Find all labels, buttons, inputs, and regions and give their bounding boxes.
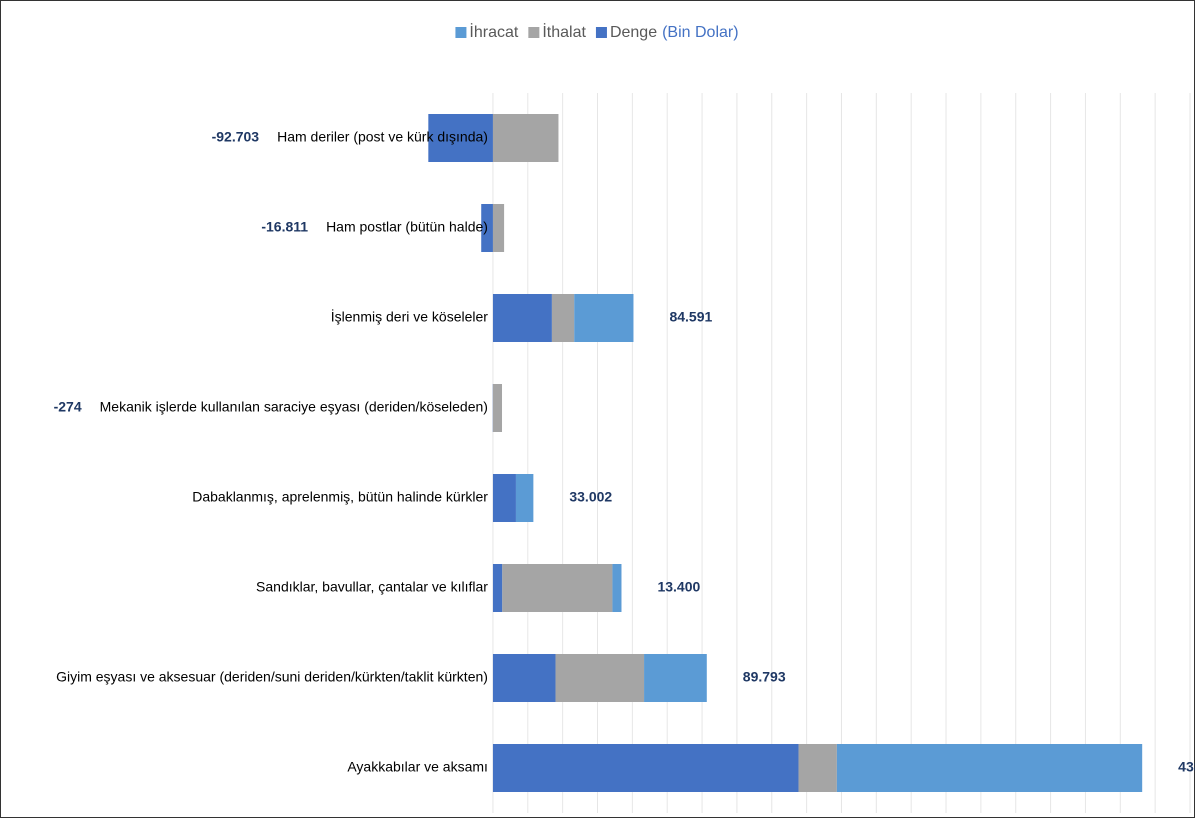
bar-segment (798, 744, 837, 792)
value-label: 89.793 (743, 669, 786, 685)
bar-segment (481, 204, 493, 252)
category-label: Sandıklar, bavullar, çantalar ve kılıfla… (256, 579, 488, 595)
bar-segment (492, 114, 559, 162)
legend-label: İhracat (469, 22, 518, 41)
bar-segment (612, 564, 622, 612)
category-label: İşlenmiş deri ve köseleler (331, 308, 489, 325)
value-label: -274 (54, 399, 82, 415)
grid (492, 93, 1191, 813)
category-label: Giyim eşyası ve aksesuar (deriden/suni d… (56, 669, 488, 685)
bar-segment (492, 474, 516, 522)
legend-unit: (Bin Dolar) (662, 24, 738, 41)
bar-segment (492, 384, 503, 432)
value-label: -92.703 (212, 129, 260, 145)
bar-segment (492, 654, 556, 702)
legend-swatch (455, 27, 467, 38)
bar-segment (492, 294, 552, 342)
bar-segment (574, 294, 634, 342)
labels: Ham deriler (post ve kürk dışında) -92.70… (54, 129, 1195, 775)
bar-segment (515, 474, 534, 522)
bar-segment (492, 564, 503, 612)
legend-swatch (528, 27, 540, 38)
bar-segment (551, 294, 575, 342)
bar-segment (555, 654, 645, 702)
bar-segment (836, 744, 1143, 792)
category-label: Ham deriler (post ve kürk dışında) (277, 129, 488, 145)
legend: İhracat İthalat Denge (Bin Dolar) (455, 22, 739, 41)
value-label: 13.400 (657, 579, 700, 595)
category-label: Ayakkabılar ve aksamı (347, 759, 488, 775)
value-label: 438.404 (1178, 759, 1195, 775)
value-label: 84.591 (669, 309, 712, 325)
value-label: 33.002 (569, 489, 612, 505)
bar-segment (492, 204, 505, 252)
bars (428, 114, 1143, 792)
legend-label: İthalat (542, 22, 586, 41)
bar-segment (492, 744, 799, 792)
bar-segment (644, 654, 707, 702)
legend-label: Denge (610, 24, 657, 41)
bar-segment (502, 564, 613, 612)
bar-segment (428, 114, 493, 162)
legend-swatch (595, 27, 607, 38)
value-label: -16.811 (261, 219, 308, 235)
category-label: Mekanik işlerde kullanılan saraciye eşya… (100, 399, 488, 415)
category-label: Dabaklanmış, aprelenmiş, bütün halinde k… (192, 489, 488, 505)
category-label: Ham postlar (bütün halde) (326, 219, 488, 235)
